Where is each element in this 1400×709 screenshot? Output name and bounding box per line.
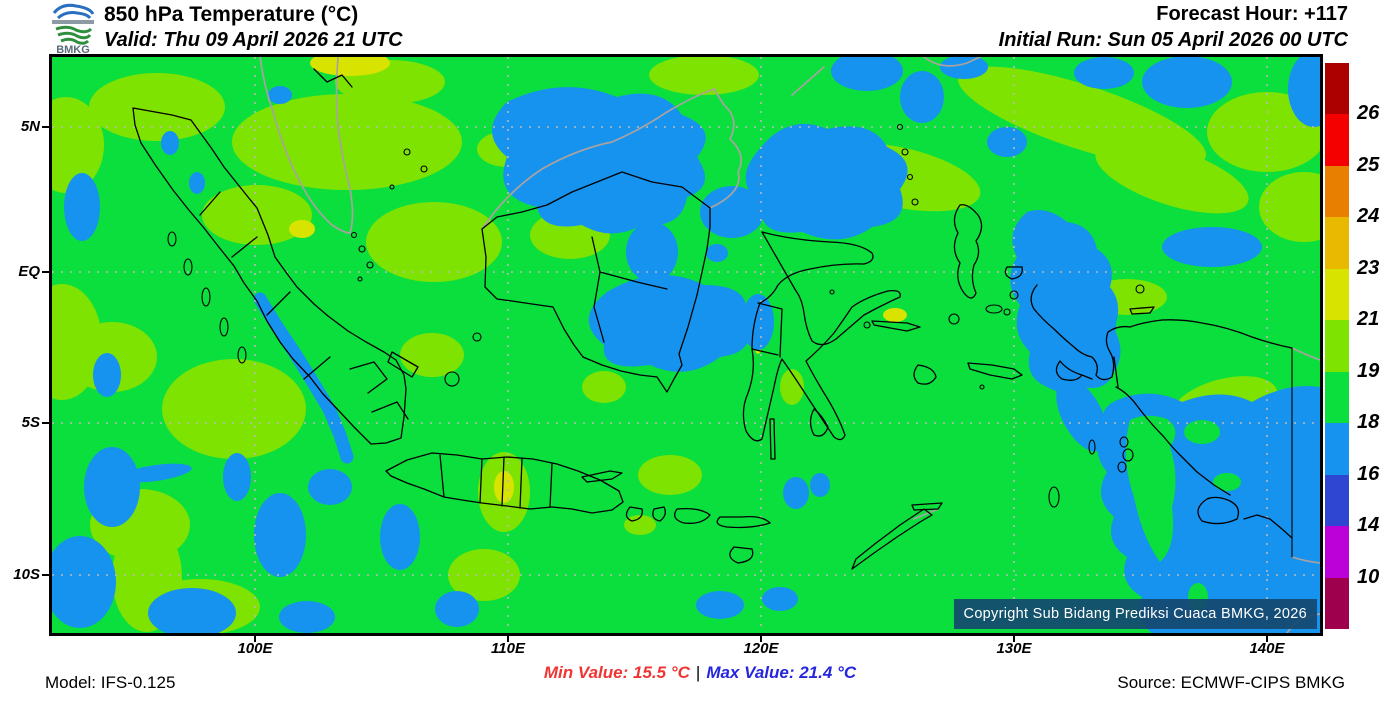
colorbar-tick-label: 19 [1357,359,1380,382]
colorbar-segment [1325,114,1349,166]
temperature-field [52,57,1320,633]
minmax-separator: | [695,663,701,682]
lon-tick [760,633,762,642]
green-inliers [1125,415,1241,611]
lat-tick [42,574,51,576]
lon-label-120E: 120E [743,640,779,657]
lon-tick [1266,633,1268,642]
lat-label-10S: 10S [13,566,40,583]
colorbar-tick-label: 24 [1357,205,1380,228]
colorbar-tick-label: 14 [1357,514,1380,537]
colorbar-segment [1325,320,1349,372]
band-16-18 [52,57,1320,633]
colorbar-segment [1325,165,1349,218]
band-21-23 [289,57,907,503]
colorbar-tick-label: 23 [1357,256,1380,279]
lat-tick [42,271,51,273]
initial-run: Initial Run: Sun 05 April 2026 00 UTC [998,29,1348,51]
lat-label-5S: 5S [21,414,40,431]
max-value-label: Max Value: 21.4 °C [706,663,857,682]
valid-time: Valid: Thu 09 April 2026 21 UTC [104,29,403,51]
page-title: 850 hPa Temperature (°C) [104,3,359,26]
lon-label-130E: 130E [996,640,1032,657]
colorbar-segment [1325,371,1349,424]
forecast-hour: Forecast Hour: +117 [1156,3,1348,25]
lat-label-EQ: EQ [18,263,40,280]
map-canvas: Copyright Sub Bidang Prediksi Cuaca BMKG… [49,54,1323,636]
minmax-line: Min Value: 15.5 °C | Max Value: 21.4 °C [0,663,1400,683]
colorbar-tick-label: 18 [1357,411,1380,434]
lat-label-5N: 5N [20,118,40,135]
lon-tick [1013,633,1015,642]
colorbar-tick-label: 25 [1357,153,1380,176]
colorbar-tick-label: 16 [1357,462,1380,485]
colorbar [1325,63,1349,629]
bmkg-logo-text: BMKG [56,44,90,55]
colorbar-segment [1325,217,1349,269]
source-label: Source: ECMWF-CIPS BMKG [1117,673,1345,692]
colorbar-segment [1325,63,1349,115]
colorbar-segment [1325,474,1349,527]
lat-tick [42,422,51,424]
colorbar-tick-label: 26 [1357,102,1380,125]
colorbar-tick-label: 10 [1357,565,1380,588]
lon-label-110E: 110E [491,640,525,657]
lon-tick [254,633,256,642]
model-label: Model: IFS-0.125 [45,673,176,692]
colorbar-segment [1325,526,1349,578]
colorbar-segment [1325,423,1349,475]
lon-label-100E: 100E [237,640,273,657]
colorbar-tick-label: 21 [1357,308,1380,331]
colorbar-segment [1325,268,1349,321]
colorbar-segment [1325,577,1349,629]
copyright-overlay: Copyright Sub Bidang Prediksi Cuaca BMKG… [953,599,1317,629]
graticule [52,57,1320,633]
bmkg-logo: BMKG [52,3,95,55]
lat-tick [42,126,51,128]
coastlines [132,68,1293,570]
lon-tick [507,633,509,642]
lon-label-140E: 140E [1249,640,1285,657]
min-value-label: Min Value: 15.5 °C [543,663,690,682]
